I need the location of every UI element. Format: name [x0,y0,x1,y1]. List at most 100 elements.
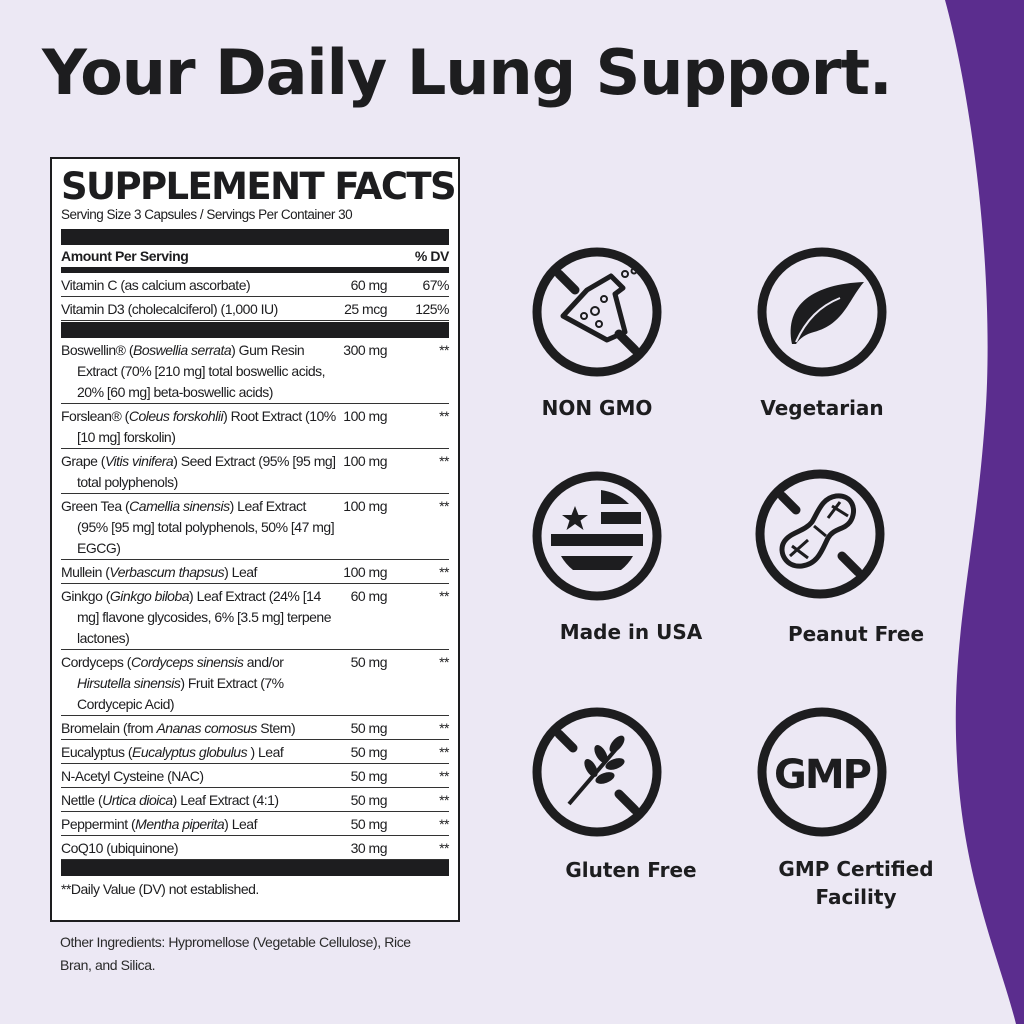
name-text: ) Gum Resin Extract (70% [210 mg] total … [77,342,326,400]
dv-value: ** [439,453,449,469]
latin-name: Coleus forskohlii [128,408,224,424]
name-text: Vitamin D3 (cholecalciferol) (1,000 IU) [61,301,278,317]
ingredient-row: CoQ10 (ubiquinone) 30 mg ** [61,836,449,860]
ingredient-name: CoQ10 (ubiquinone) [61,836,339,859]
name-text: ) Leaf Extract (95% [95 mg] total polyph… [77,498,335,556]
name-text: ) Leaf [224,564,257,580]
name-text: ) Fruit Extract (7% Cordycepic Acid) [77,675,284,712]
amount-value: 60 mg [350,277,388,293]
ingredient-row: Nettle (Urtica dioica) Leaf Extract (4:1… [61,788,449,812]
vitamin-row: Vitamin C (as calcium ascorbate) 60 mg 67% [61,273,449,297]
name-text: Peppermint ( [61,816,136,832]
amount-value: 100 mg [343,498,387,514]
divider-bar [61,322,449,338]
name-text: N-Acetyl Cysteine (NAC) [61,768,204,784]
amount-value: 50 mg [350,744,388,760]
name-text: Mullein ( [61,564,110,580]
latin-name: Boswellia serrata [133,342,232,358]
dv-value: ** [439,564,449,580]
divider-bar [61,267,449,273]
dv-value: ** [439,408,449,424]
name-text: Boswellin® ( [61,342,134,358]
name-text: Vitamin C (as calcium ascorbate) [61,277,251,293]
amount-value: 60 mg [350,588,388,604]
ingredient-name: Peppermint (Mentha piperita) Leaf [61,812,339,835]
supplement-facts-panel: SUPPLEMENT FACTS Serving Size 3 Capsules… [50,157,460,922]
no-gmo-flask-icon [532,247,662,377]
dv-value: 125% [415,301,449,317]
ingredient-row: Grape (Vitis vinifera) Seed Extract (95%… [61,449,449,494]
ingredient-name: Green Tea (Camellia sinensis) Leaf Extra… [61,494,339,559]
ingredient-name: Vitamin D3 (cholecalciferol) (1,000 IU) [61,297,339,320]
dv-header-label: % DV [414,248,450,264]
name-text: CoQ10 (ubiquinone) [61,840,179,856]
badge-label: Peanut Free [787,622,925,646]
name-text: Cordyceps ( [61,654,131,670]
name-text: Bromelain (from [61,720,157,736]
divider-bar [61,860,449,876]
dv-value: ** [439,744,449,760]
latin-name: Camellia sinensis [129,498,230,514]
ingredient-name: Mullein (Verbascum thapsus) Leaf [61,560,339,583]
serving-info: Serving Size 3 Capsules / Servings Per C… [61,207,353,222]
dv-value: ** [439,654,449,670]
ingredient-row: Peppermint (Mentha piperita) Leaf 50 mg ** [61,812,449,836]
ingredient-name: Grape (Vitis vinifera) Seed Extract (95%… [61,449,339,493]
ingredient-row: Forslean® (Coleus forskohlii) Root Extra… [61,404,449,449]
ingredient-name: Nettle (Urtica dioica) Leaf Extract (4:1… [61,788,339,811]
ingredient-name: Ginkgo (Ginkgo biloba) Leaf Extract (24%… [61,584,339,649]
latin-name: Ginkgo biloba [109,588,190,604]
amount-header-row: Amount Per Serving % DV [61,245,449,267]
dv-value: 67% [422,277,449,293]
ingredient-name: Vitamin C (as calcium ascorbate) [61,273,339,296]
amount-value: 100 mg [343,453,387,469]
name-text: Grape ( [61,453,105,469]
latin-name: Hirsutella sinensis [77,675,181,691]
name-text: Nettle ( [61,792,103,808]
divider-bar [61,229,449,245]
dv-value: ** [439,816,449,832]
name-text: Forslean® ( [61,408,129,424]
latin-name: Urtica dioica [102,792,173,808]
ingredient-name: Cordyceps (Cordyceps sinensis and/or Hir… [61,650,339,715]
amount-value: 100 mg [343,408,387,424]
ingredient-row: Boswellin® (Boswellia serrata) Gum Resin… [61,338,449,404]
latin-name: Cordyceps sinensis [130,654,244,670]
amount-value: 50 mg [350,654,388,670]
dv-value: ** [439,342,449,358]
no-wheat-icon [532,707,662,837]
supplement-facts-title: SUPPLEMENT FACTS [61,165,457,208]
badge-label: GMP Certified Facility [778,857,934,909]
name-text: ) Leaf Extract (4:1) [172,792,279,808]
dv-value: ** [439,840,449,856]
name-text: ) Seed Extract (95% [95 mg] total polyph… [77,453,336,490]
ingredient-name: N-Acetyl Cysteine (NAC) [61,764,339,787]
latin-name: Eucalyptus globulus [132,744,248,760]
latin-name: Vitis vinifera [104,453,174,469]
ingredient-row: Eucalyptus (Eucalyptus globulus ) Leaf 50… [61,740,449,764]
badge-label: Made in USA [559,620,703,644]
gmp-icon-text: GMP [774,752,871,798]
badge-label: NON GMO [541,396,653,420]
ingredient-row: Green Tea (Camellia sinensis) Leaf Extra… [61,494,449,560]
ingredient-name: Boswellin® (Boswellia serrata) Gum Resin… [61,338,339,403]
usa-flag-icon [532,471,662,601]
ingredient-name: Bromelain (from Ananas comosus Stem) [61,716,339,739]
dv-value: ** [439,792,449,808]
footnote: **Daily Value (DV) not established. [61,881,259,897]
ingredient-row: Ginkgo (Ginkgo biloba) Leaf Extract (24%… [61,584,449,650]
vitamin-row: Vitamin D3 (cholecalciferol) (1,000 IU) 2… [61,297,449,321]
name-text: and/or [243,654,284,670]
amount-value: 50 mg [350,816,388,832]
amount-value: 100 mg [343,564,387,580]
name-text: ) Leaf [247,744,284,760]
amount-value: 25 mcg [344,301,387,317]
amount-value: 50 mg [350,768,388,784]
name-text: Eucalyptus ( [61,744,133,760]
dv-value: ** [439,588,449,604]
amount-value: 50 mg [350,792,388,808]
leaf-icon [757,247,887,377]
ingredient-row: Cordyceps (Cordyceps sinensis and/or Hir… [61,650,449,716]
name-text: ) Leaf Extract (24% [14 mg] flavone glyc… [77,588,331,646]
